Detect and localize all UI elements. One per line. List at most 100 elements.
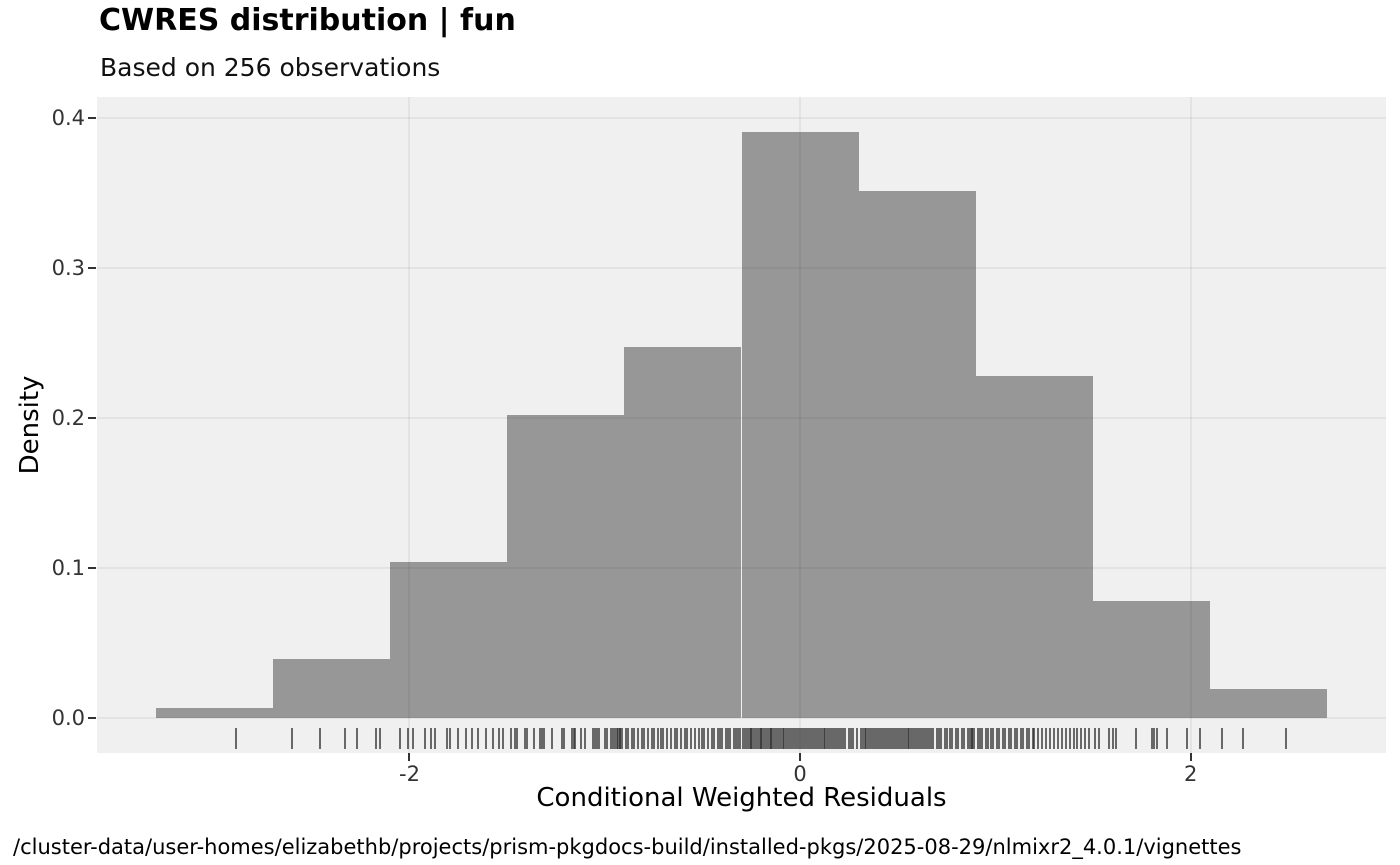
histogram-bar (155, 708, 273, 719)
rug-tick (828, 728, 831, 750)
histogram-bar (389, 561, 508, 719)
rug-tick (1015, 728, 1018, 750)
rug-tick (543, 728, 546, 750)
y-tick-mark (88, 417, 96, 420)
rug-tick (1068, 728, 1071, 750)
rug-tick (344, 728, 347, 750)
rug-tick (873, 728, 876, 750)
rug-tick (914, 728, 917, 750)
rug-tick (1025, 728, 1028, 750)
rug-tick (646, 728, 649, 750)
rug-tick (748, 728, 751, 750)
rug-tick (640, 728, 643, 750)
rug-tick (752, 728, 755, 750)
histogram-bar (624, 346, 742, 719)
rug-tick (492, 728, 495, 750)
rug-tick (679, 728, 682, 750)
rug-tick (1285, 728, 1288, 750)
rug-tick (412, 728, 415, 750)
rug-tick (711, 728, 714, 750)
rug-tick (871, 728, 874, 750)
rug-tick (990, 728, 993, 750)
rug-tick (1033, 728, 1036, 750)
rug-tick (625, 728, 628, 750)
y-tick-mark (88, 267, 96, 269)
gridline-x (799, 97, 802, 753)
rug-tick (617, 728, 620, 750)
rug-tick (922, 728, 925, 750)
rug-tick (998, 728, 1001, 750)
rug-tick (666, 728, 669, 750)
rug-tick (1013, 728, 1016, 750)
rug-tick (859, 728, 862, 750)
rug-tick (1156, 728, 1159, 750)
rug-tick (609, 728, 612, 750)
rug-tick (781, 728, 784, 750)
rug-tick (429, 728, 432, 750)
rug-tick (963, 728, 966, 750)
rug-tick (916, 728, 919, 750)
rug-tick (761, 728, 764, 750)
rug-tick (986, 728, 989, 750)
rug-tick (955, 728, 958, 750)
rug-tick (806, 728, 809, 750)
rug-tick (650, 728, 653, 750)
rug-tick (844, 728, 846, 750)
rug-tick (896, 728, 899, 750)
rug-tick (662, 728, 665, 750)
rug-tick (1064, 728, 1067, 750)
rug-tick (627, 728, 630, 750)
histogram-bar (858, 190, 976, 719)
rug-tick (615, 728, 618, 750)
histogram-bar (507, 415, 625, 719)
rug-tick (785, 728, 788, 750)
rug-tick (724, 728, 727, 750)
rug-tick (799, 728, 802, 750)
rug-tick (1045, 728, 1048, 750)
rug-tick (597, 728, 600, 750)
rug-tick (1080, 728, 1083, 750)
rug-tick (1010, 728, 1013, 750)
rug-tick (619, 728, 622, 750)
rug-tick (621, 728, 624, 750)
rug-tick (449, 728, 452, 750)
rug-tick (929, 728, 932, 750)
rug-tick (551, 728, 554, 750)
rug-tick (584, 728, 587, 750)
rug-tick (433, 728, 436, 750)
rug-tick (980, 728, 983, 750)
rug-tick (863, 728, 866, 750)
rug-tick (849, 728, 852, 750)
rug-tick (1242, 728, 1245, 750)
rug-tick (719, 728, 722, 750)
rug-tick (984, 728, 987, 750)
rug-tick (1021, 728, 1024, 750)
rug-tick (816, 728, 819, 750)
rug-tick (824, 728, 827, 750)
rug-tick (898, 728, 901, 750)
rug-tick (812, 728, 815, 750)
rug-tick (1150, 728, 1153, 750)
rug-tick (883, 728, 886, 750)
rug-tick (318, 728, 321, 750)
rug-tick (605, 728, 608, 750)
rug-tick (834, 728, 837, 750)
rug-tick (765, 728, 768, 750)
rug-tick (750, 728, 753, 750)
rug-tick (771, 728, 774, 750)
rug-tick (562, 728, 565, 750)
rug-tick (877, 728, 880, 750)
histogram-bar (272, 659, 390, 719)
rug-tick (791, 728, 794, 750)
rug-tick (777, 728, 780, 750)
rug-tick (476, 728, 479, 750)
rug-tick (726, 728, 729, 750)
rug-tick (1107, 728, 1110, 750)
rug-tick (355, 728, 358, 750)
rug-tick (636, 728, 639, 750)
rug-tick (470, 728, 473, 750)
rug-tick (900, 728, 903, 750)
rug-tick (580, 728, 583, 750)
rug-tick (693, 728, 696, 750)
y-tick-label: 0.4 (51, 106, 85, 130)
